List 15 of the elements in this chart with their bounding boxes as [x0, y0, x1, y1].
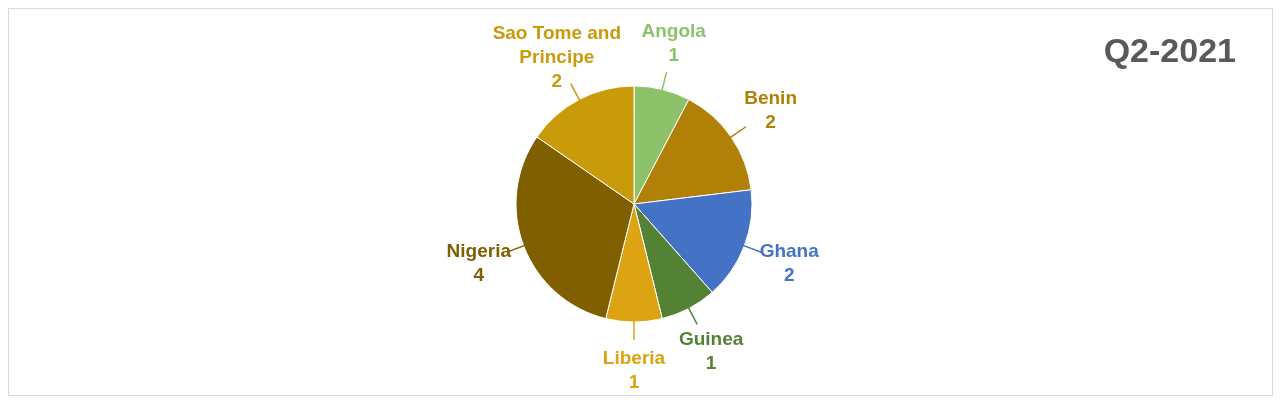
slice-label: Ghana — [759, 239, 820, 261]
data-label: 2 — [551, 70, 563, 92]
text: Q2-2021 — [1103, 31, 1236, 70]
data-label: 1 — [705, 351, 717, 373]
data-label: 1 — [668, 43, 680, 65]
data-label: 2 — [783, 263, 795, 285]
slice-label: Sao Tome and Principe — [492, 22, 622, 68]
slice-label: Nigeria — [446, 239, 512, 261]
slice-label: Guinea — [678, 327, 744, 349]
data-label: 1 — [628, 371, 640, 392]
slice-label: Liberia — [602, 347, 666, 368]
slice-label: Benin — [744, 86, 798, 108]
slice-label: Angola — [641, 19, 707, 41]
data-label: 4 — [473, 263, 485, 285]
data-label: 2 — [765, 110, 776, 132]
